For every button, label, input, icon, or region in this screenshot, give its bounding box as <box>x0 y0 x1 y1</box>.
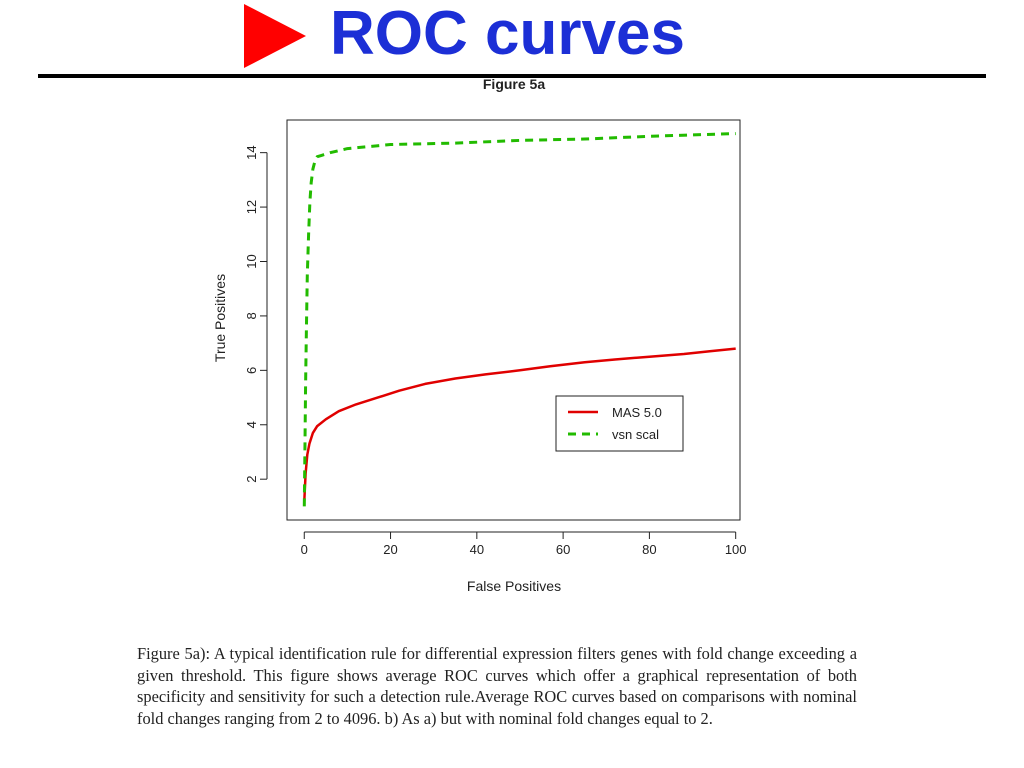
y-tick-label: 6 <box>244 367 259 374</box>
x-tick-label: 40 <box>470 542 484 557</box>
x-tick-label: 100 <box>725 542 747 557</box>
legend-label-vsn: vsn scal <box>612 427 659 442</box>
red-triangle-bullet-icon <box>244 4 306 68</box>
x-tick-label: 60 <box>556 542 570 557</box>
series-line-mas <box>303 347 736 502</box>
x-axis: 0 20 40 60 80 100 <box>301 531 747 557</box>
series-line-vsn <box>302 132 736 507</box>
slide-header: ROC curves <box>0 0 1024 78</box>
y-tick-label: 4 <box>244 421 259 428</box>
legend-label-mas: MAS 5.0 <box>612 405 662 420</box>
legend-box <box>555 395 684 452</box>
x-tick-label: 80 <box>642 542 656 557</box>
x-axis-label: False Positives <box>467 578 561 594</box>
y-axis: 2 4 6 8 10 12 14 <box>244 145 268 483</box>
y-tick-label: 8 <box>244 312 259 319</box>
y-tick-label: 14 <box>244 145 259 159</box>
figure-caption: Figure 5a): A typical identification rul… <box>137 644 857 728</box>
title-divider <box>38 74 986 78</box>
y-axis-label: True Positives <box>212 274 228 362</box>
y-tick-label: 10 <box>244 254 259 268</box>
y-tick-label: 2 <box>244 476 259 483</box>
roc-chart: Figure 5a 2 4 6 8 10 12 14 0 20 40 60 80 100 False … <box>212 76 747 594</box>
chart-title: Figure 5a <box>483 76 545 92</box>
slide-title: ROC curves <box>330 0 685 68</box>
x-tick-label: 0 <box>301 542 308 557</box>
plot-frame <box>286 119 741 521</box>
legend: MAS 5.0 vsn scal <box>555 395 684 452</box>
x-tick-label: 20 <box>383 542 397 557</box>
series-layer <box>302 132 736 507</box>
y-tick-label: 12 <box>244 200 259 214</box>
